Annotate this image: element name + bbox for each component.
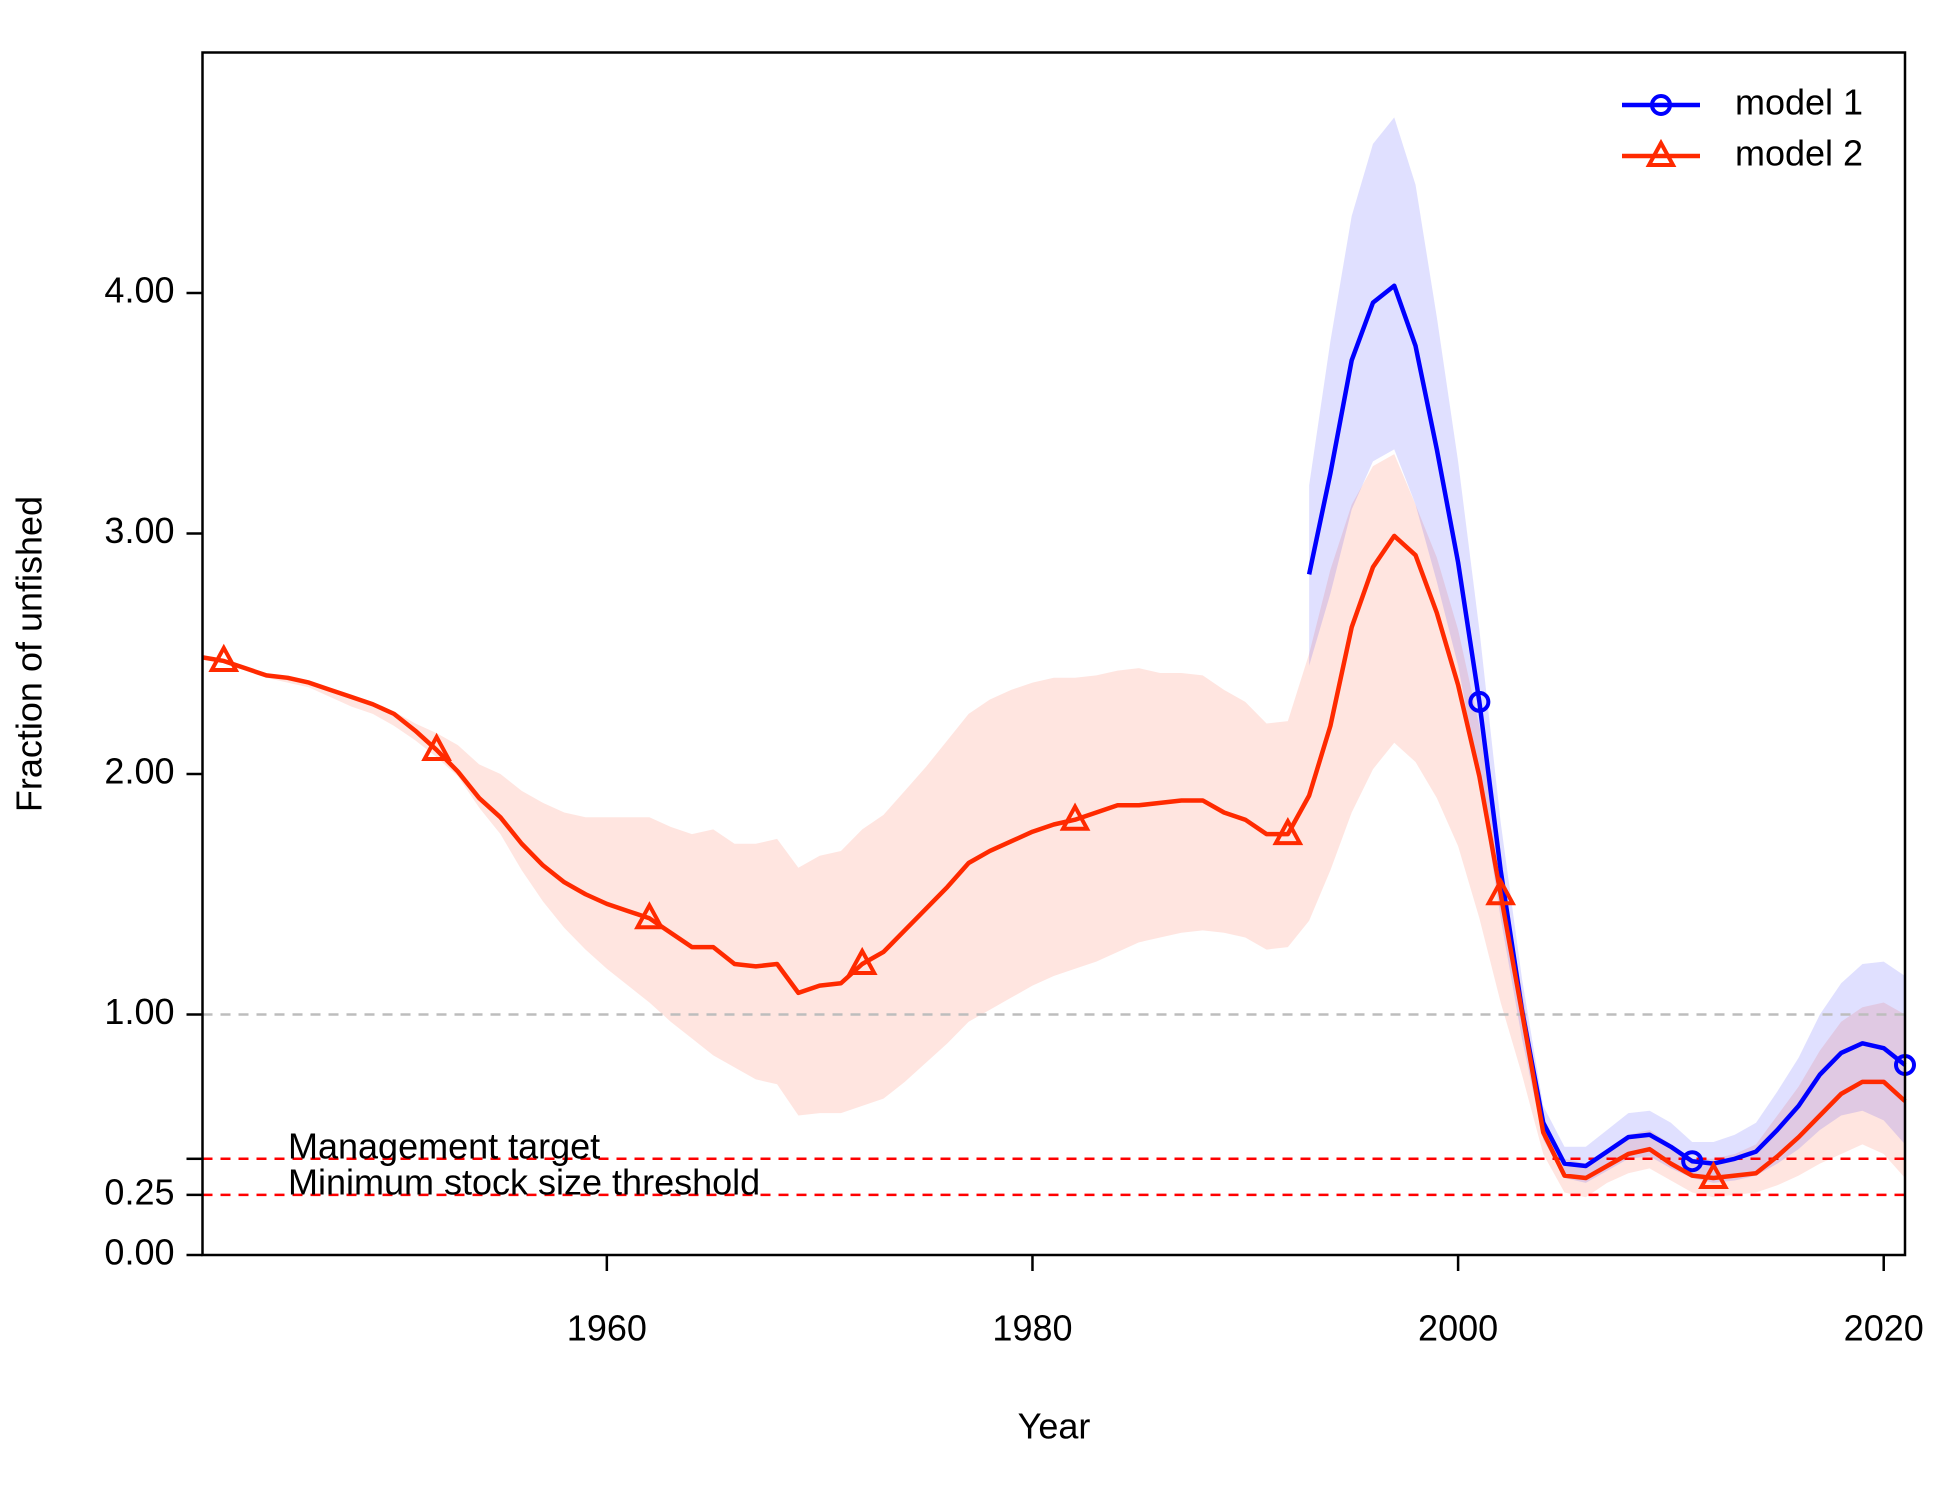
x-axis-label: Year <box>1018 1406 1091 1447</box>
point-marker <box>1681 1150 1704 1173</box>
y-tick-label: 1.00 <box>104 991 174 1032</box>
point-marker <box>634 901 665 930</box>
y-tick-label: 4.00 <box>104 270 174 311</box>
y-tick-label: 0.25 <box>104 1171 174 1212</box>
point-marker <box>1468 690 1491 713</box>
point-marker <box>1485 877 1517 906</box>
y-tick-label: 3.00 <box>104 510 174 551</box>
y-tick-label: 0.00 <box>104 1232 174 1273</box>
reference-label: Minimum stock size threshold <box>288 1161 760 1202</box>
x-tick-label: 1960 <box>567 1308 647 1349</box>
legend-marker <box>1645 138 1677 167</box>
legend: model 1 model 2 <box>1622 82 1863 174</box>
legend-label: model 1 <box>1735 82 1863 123</box>
point-marker <box>1698 1160 1729 1190</box>
point-marker <box>208 643 240 672</box>
point-marker <box>1059 802 1091 831</box>
point-marker <box>846 946 878 975</box>
plot-frame <box>201 51 1907 1257</box>
x-tick-label: 1980 <box>992 1308 1072 1349</box>
point-marker <box>1272 816 1304 846</box>
series-line <box>1306 283 1907 1169</box>
series-line <box>202 533 1907 1181</box>
legend-marker <box>1650 94 1672 116</box>
y-tick-label: 2.00 <box>104 751 174 792</box>
x-tick-label: 2020 <box>1844 1308 1924 1349</box>
legend-label: model 2 <box>1735 133 1863 174</box>
x-tick-label: 2000 <box>1418 1308 1498 1349</box>
y-axis-label: Fraction of unfished <box>9 496 50 812</box>
confidence-band <box>1309 117 1905 1183</box>
reference-label: Management target <box>288 1125 600 1166</box>
point-marker <box>421 732 452 761</box>
